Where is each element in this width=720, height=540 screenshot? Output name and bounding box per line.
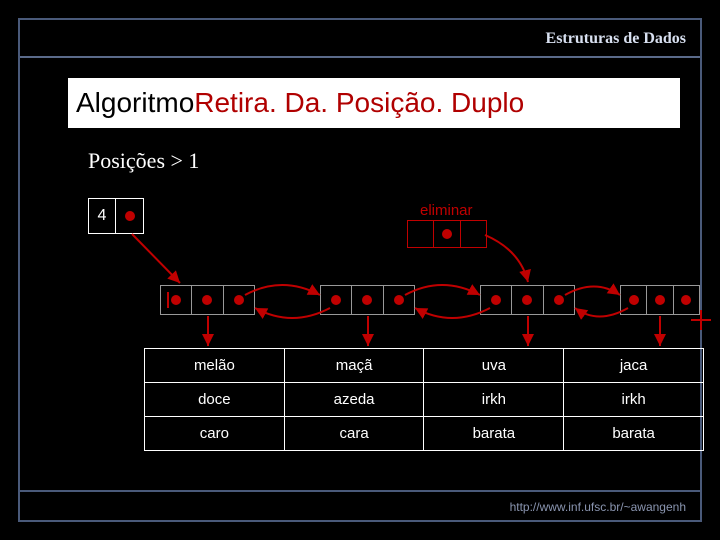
node-1 xyxy=(320,285,415,315)
head-pointer-dot xyxy=(116,199,143,233)
cell: barata xyxy=(424,417,564,451)
cell: azeda xyxy=(284,383,424,417)
null-terminator-h xyxy=(691,319,711,321)
cell: melão xyxy=(145,349,285,383)
node-2 xyxy=(480,285,575,315)
cell: uva xyxy=(424,349,564,383)
cell: doce xyxy=(145,383,285,417)
title-box: Algoritmo Retira. Da. Posição. Duplo xyxy=(68,78,680,128)
footer-divider xyxy=(20,490,700,492)
title-part-1: Algoritmo xyxy=(76,87,194,119)
cell: irkh xyxy=(424,383,564,417)
title-part-2: Retira. Da. Posição. Duplo xyxy=(194,87,524,119)
header-divider xyxy=(20,56,700,58)
brand-label: Estruturas de Dados xyxy=(546,30,686,48)
data-table: melão maçã uva jaca doce azeda irkh irkh… xyxy=(144,348,704,451)
subtitle: Posições > 1 xyxy=(88,148,199,174)
cell: cara xyxy=(284,417,424,451)
cell: irkh xyxy=(564,383,704,417)
footer-url: http://www.inf.ufsc.br/~awangenh xyxy=(510,500,686,514)
slide-frame: Estruturas de Dados Algoritmo Retira. Da… xyxy=(18,18,702,522)
node-3 xyxy=(620,285,700,315)
cell: maçã xyxy=(284,349,424,383)
cell: jaca xyxy=(564,349,704,383)
table-row: caro cara barata barata xyxy=(145,417,704,451)
head-pointer-box: 4 xyxy=(88,198,144,234)
head-count: 4 xyxy=(89,199,116,233)
table-row: melão maçã uva jaca xyxy=(145,349,704,383)
node-0 xyxy=(160,285,255,315)
eliminate-label: eliminar xyxy=(420,202,473,219)
cell: barata xyxy=(564,417,704,451)
eliminate-node xyxy=(407,220,487,248)
table-row: doce azeda irkh irkh xyxy=(145,383,704,417)
cell: caro xyxy=(145,417,285,451)
